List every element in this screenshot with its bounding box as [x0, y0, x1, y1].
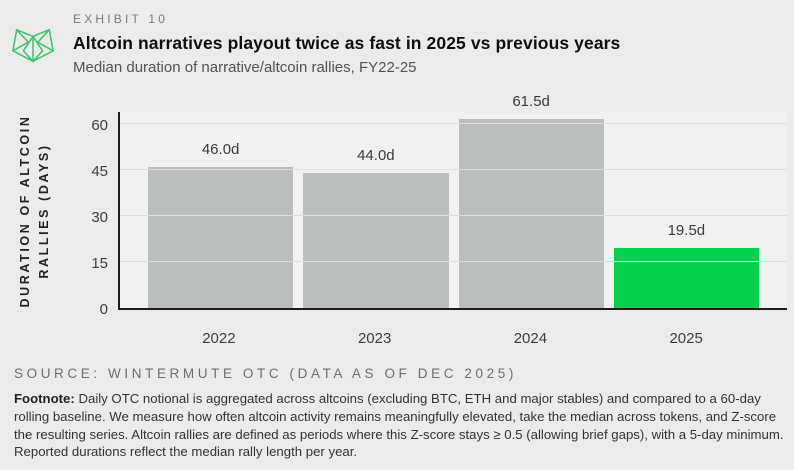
- bar-2025: [613, 248, 759, 308]
- chart-subtitle: Median duration of narrative/altcoin ral…: [73, 59, 417, 76]
- x-axis-label-2022: 2022: [202, 330, 236, 347]
- x-axis-label-2025: 2025: [669, 330, 703, 347]
- chart-title: Altcoin narratives playout twice as fast…: [73, 33, 621, 53]
- gridline-30: [120, 214, 787, 216]
- y-tick-label: 60: [91, 116, 108, 134]
- bars-row: 46.0d 44.0d 61.5d 19.5d: [120, 50, 787, 308]
- bar-group-2023: 44.0d: [303, 50, 449, 308]
- x-axis-label-2023: 2023: [357, 330, 392, 347]
- y-axis-title-line1: DURATION OF ALTCOIN: [18, 114, 32, 308]
- bar-group-2022: 46.0d: [148, 50, 294, 308]
- gridline-15: [120, 260, 787, 262]
- gridline-45: [120, 168, 787, 170]
- plot-area: 46.0d 44.0d 61.5d 19.5d: [118, 93, 787, 310]
- chart-header: EXHIBIT 10 Altcoin narratives playout tw…: [73, 12, 784, 76]
- bar-value-label: 61.5d: [512, 93, 550, 111]
- x-axis-label-2024: 2024: [513, 330, 548, 347]
- bar-group-2024: 61.5d: [458, 50, 604, 308]
- y-tick-label: 0: [99, 301, 108, 318]
- source-line: SOURCE: WINTERMUTE OTC (DATA AS OF DEC 2…: [14, 366, 517, 381]
- gridline-60: [120, 122, 787, 124]
- wintermute-logo-icon: [10, 26, 56, 66]
- footnote: Footnote: Daily OTC notional is aggregat…: [14, 390, 784, 461]
- bar-2023: [303, 172, 449, 308]
- bar-group-2025: 19.5d: [613, 50, 759, 308]
- y-axis-title: DURATION OF ALTCOIN RALLIES (DAYS): [16, 81, 54, 341]
- y-tick-label: 30: [91, 208, 108, 226]
- y-axis-title-line2: RALLIES (DAYS): [37, 143, 51, 279]
- footnote-label: Footnote:: [14, 391, 75, 406]
- bar-value-label: 44.0d: [357, 146, 395, 164]
- x-axis-labels: 2022 2023 2024 2025: [118, 312, 787, 347]
- footnote-text: Daily OTC notional is aggregated across …: [14, 391, 784, 460]
- y-axis-ticks: 0 15 30 45 60: [60, 112, 108, 318]
- bar-2022: [148, 166, 294, 308]
- bar-value-label: 19.5d: [667, 222, 706, 240]
- exhibit-label: EXHIBIT 10: [73, 12, 169, 26]
- y-tick-label: 15: [91, 254, 108, 272]
- y-tick-label: 45: [91, 162, 108, 180]
- bar-2024: [458, 119, 604, 308]
- bar-value-label: 46.0d: [201, 140, 240, 158]
